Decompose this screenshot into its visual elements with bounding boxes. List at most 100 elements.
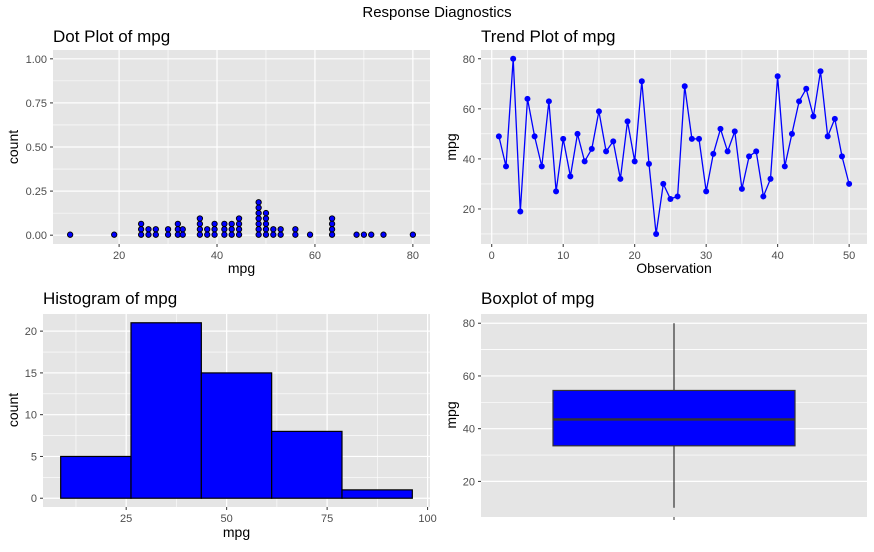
dot-plot-point (211, 231, 218, 238)
dot-plot-point (353, 231, 360, 238)
trend-plot-y-tick-label: 60 (463, 104, 475, 116)
trend-plot-y-label: mpg (443, 133, 459, 160)
dot-plot-point (270, 226, 277, 233)
dot-plot-point (211, 226, 218, 233)
trend-plot-point (724, 148, 731, 155)
trend-plot-point (531, 133, 538, 140)
dot-plot-point (228, 220, 235, 228)
trend-plot-point (588, 145, 595, 152)
trend-plot-point (688, 135, 695, 142)
dot-plot-point (255, 220, 262, 228)
trend-plot-point (610, 138, 617, 145)
dot-plot-x-tick-label: 80 (407, 250, 419, 262)
boxplot-y-tick-label: 40 (463, 424, 475, 436)
dot-plot-point (196, 226, 204, 233)
trend-plot-point (760, 193, 767, 200)
trend-plot-x-tick-label: 0 (489, 250, 495, 262)
trend-plot-point (660, 180, 667, 187)
trend-plot-point (731, 128, 738, 135)
figure-title: Response Diagnostics (362, 4, 511, 21)
trend-plot-point (560, 135, 567, 142)
trend-plot-point (738, 185, 745, 192)
dot-plot-point (66, 231, 74, 238)
histogram-y-tick-label: 20 (25, 326, 37, 338)
dot-plot-point (204, 231, 211, 238)
trend-plot-point (538, 163, 545, 170)
dot-plot-point (292, 226, 299, 233)
histogram-bar (200, 372, 273, 499)
trend-plot-point (796, 98, 803, 105)
dot-plot-point (255, 226, 262, 233)
trend-plot-background (481, 50, 867, 244)
dot-plot-point (235, 220, 243, 228)
trend-plot-point (817, 68, 824, 75)
trend-plot-x-tick-label: 10 (557, 250, 569, 262)
dot-plot-point (111, 231, 118, 238)
trend-plot-point (753, 148, 760, 155)
trend-plot-point (553, 188, 560, 195)
dot-plot-point (328, 220, 336, 228)
dot-plot-point (164, 231, 172, 238)
trend-plot-marks (495, 55, 853, 237)
dot-plot-point (262, 220, 270, 228)
histogram-x-tick-label: 25 (120, 513, 132, 525)
trend-plot-point (667, 195, 674, 202)
dot-plot-point (174, 220, 182, 228)
dot-plot-x-label: mpg (228, 260, 255, 276)
dot-plot-point (235, 231, 243, 238)
dot-plot-point (137, 226, 145, 233)
dot-plot-point (204, 226, 211, 233)
trend-plot-point (803, 85, 810, 92)
trend-plot-point (603, 148, 610, 155)
dot-plot-point (145, 231, 152, 238)
trend-plot-point (495, 133, 502, 140)
trend-plot-point (595, 108, 602, 115)
dot-plot-y-ticks: 0.00 0.25 0.50 0.75 1.00 (26, 54, 53, 242)
trend-plot-y-tick-label: 80 (463, 54, 475, 66)
histogram-x-label: mpg (223, 524, 250, 540)
dot-plot-point (164, 226, 172, 233)
dot-plot-point (255, 215, 262, 222)
trend-plot-point (746, 153, 753, 160)
trend-plot-point (545, 98, 552, 105)
dot-plot-x-ticks: 20 40 60 80 (113, 244, 419, 262)
histogram-x-ticks: 25 50 75 100 (120, 507, 437, 525)
trend-plot-y-tick-label: 20 (463, 204, 475, 216)
dot-plot-marks (66, 199, 417, 238)
trend-plot-series-line (498, 58, 850, 235)
dot-plot-point (221, 226, 228, 233)
trend-plot-point (524, 95, 531, 102)
trend-plot-point (831, 115, 838, 122)
dot-plot-title: Dot Plot of mpg (53, 27, 170, 46)
trend-plot-point (703, 188, 710, 195)
trend-plot-point (653, 230, 660, 237)
dot-plot-point (277, 231, 284, 238)
dot-plot-x-tick-label: 40 (211, 250, 223, 262)
trend-plot-point (645, 160, 652, 167)
boxplot-y-label: mpg (443, 401, 459, 428)
dot-plot-point (145, 226, 152, 233)
histogram-y-ticks: 0 5 10 15 20 (25, 326, 43, 505)
trend-plot-x-tick-label: 30 (700, 250, 712, 262)
trend-plot-point (631, 158, 638, 165)
dot-plot-point (277, 226, 284, 233)
histogram-x-tick-label: 75 (321, 513, 333, 525)
histogram-bar (341, 489, 413, 499)
dot-plot-point (255, 204, 262, 211)
trend-plot-point (788, 130, 795, 137)
trend-plot-point (767, 175, 774, 182)
trend-plot-point (838, 153, 845, 160)
histogram-y-label: count (5, 393, 21, 427)
dot-plot-point (368, 231, 375, 238)
trend-plot-y-tick-label: 40 (463, 154, 475, 166)
trend-plot-panel: Trend Plot of mpg 0 10 20 30 40 50 20 40 60 80 O… (443, 27, 867, 276)
trend-plot-point (567, 173, 574, 180)
trend-plot-point (696, 135, 703, 142)
dot-plot-point (228, 231, 235, 238)
trend-plot-point (503, 163, 510, 170)
dot-plot-point (179, 226, 186, 233)
dot-plot-point (262, 231, 270, 238)
dot-plot-point (328, 226, 336, 233)
histogram-bar (130, 322, 202, 499)
